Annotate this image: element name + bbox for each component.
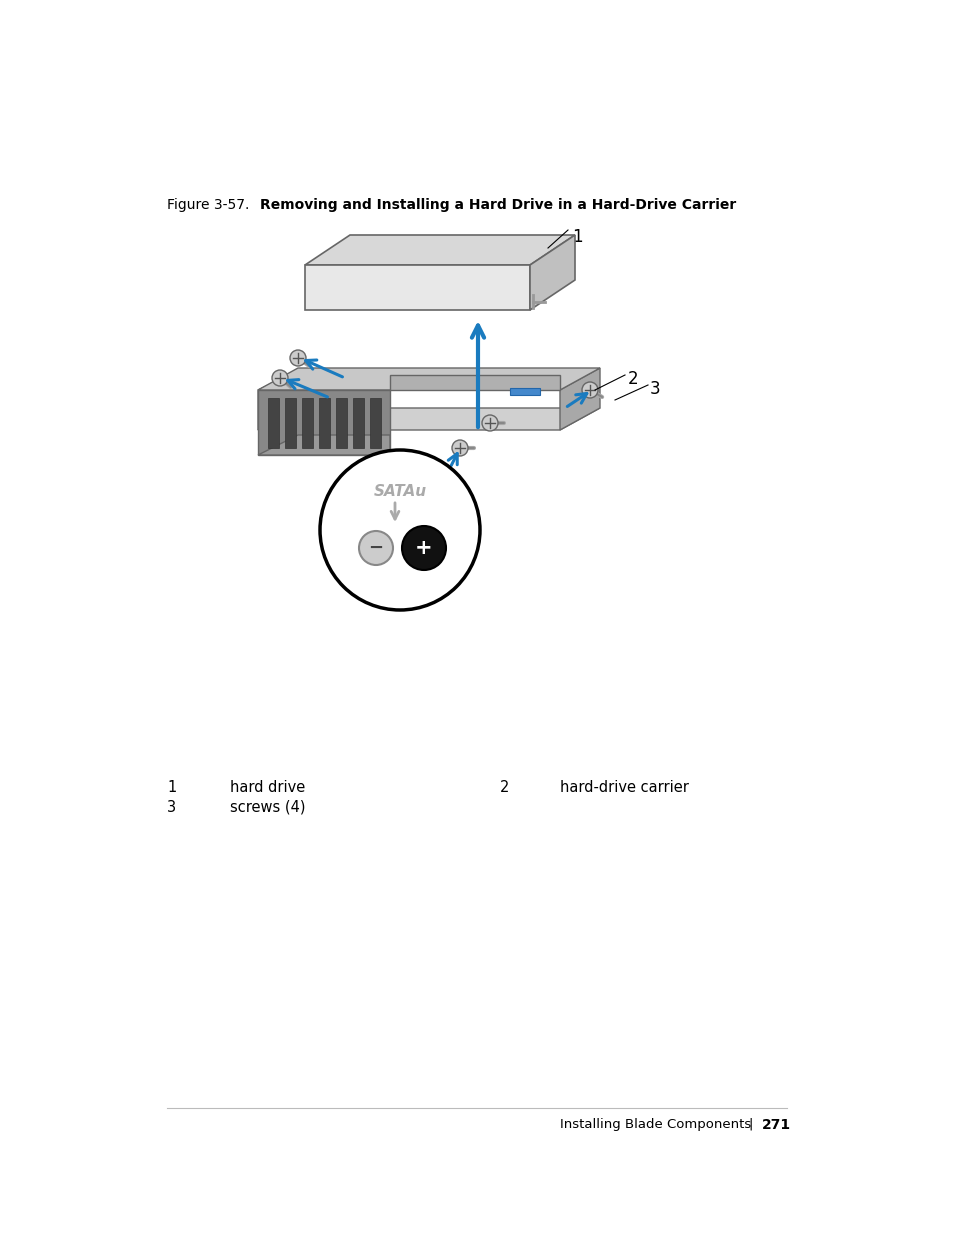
Text: 2: 2 [499,781,509,795]
Text: SATAu: SATAu [373,484,426,499]
Polygon shape [318,398,330,448]
Circle shape [401,526,446,571]
Text: Installing Blade Components: Installing Blade Components [559,1118,750,1131]
Polygon shape [510,388,539,395]
Text: 271: 271 [761,1118,790,1132]
Polygon shape [390,375,559,390]
Circle shape [272,370,288,387]
Polygon shape [335,398,347,448]
Text: +: + [415,538,433,558]
Text: hard-drive carrier: hard-drive carrier [559,781,688,795]
Polygon shape [257,370,297,430]
Polygon shape [302,398,313,448]
Text: −: − [368,538,383,557]
Circle shape [319,450,479,610]
Polygon shape [257,435,390,454]
Circle shape [481,415,497,431]
Circle shape [452,440,468,456]
Circle shape [290,350,306,366]
Circle shape [358,531,393,564]
Polygon shape [257,390,390,454]
Text: Figure 3-57.: Figure 3-57. [167,198,249,212]
Polygon shape [268,398,278,448]
Polygon shape [305,266,530,310]
Text: Removing and Installing a Hard Drive in a Hard-Drive Carrier: Removing and Installing a Hard Drive in … [260,198,736,212]
Polygon shape [370,398,380,448]
Polygon shape [305,235,575,266]
Polygon shape [257,408,599,430]
Text: 3: 3 [167,800,176,815]
Polygon shape [353,398,364,448]
Text: 1: 1 [167,781,176,795]
Polygon shape [257,368,599,390]
Text: 1: 1 [572,228,582,246]
Text: 2: 2 [627,370,638,388]
Text: 3: 3 [649,380,659,398]
Polygon shape [285,398,295,448]
Text: screws (4): screws (4) [230,800,305,815]
Text: |: | [747,1118,752,1131]
Circle shape [581,382,598,398]
Polygon shape [530,235,575,310]
Polygon shape [559,368,599,430]
Text: hard drive: hard drive [230,781,305,795]
